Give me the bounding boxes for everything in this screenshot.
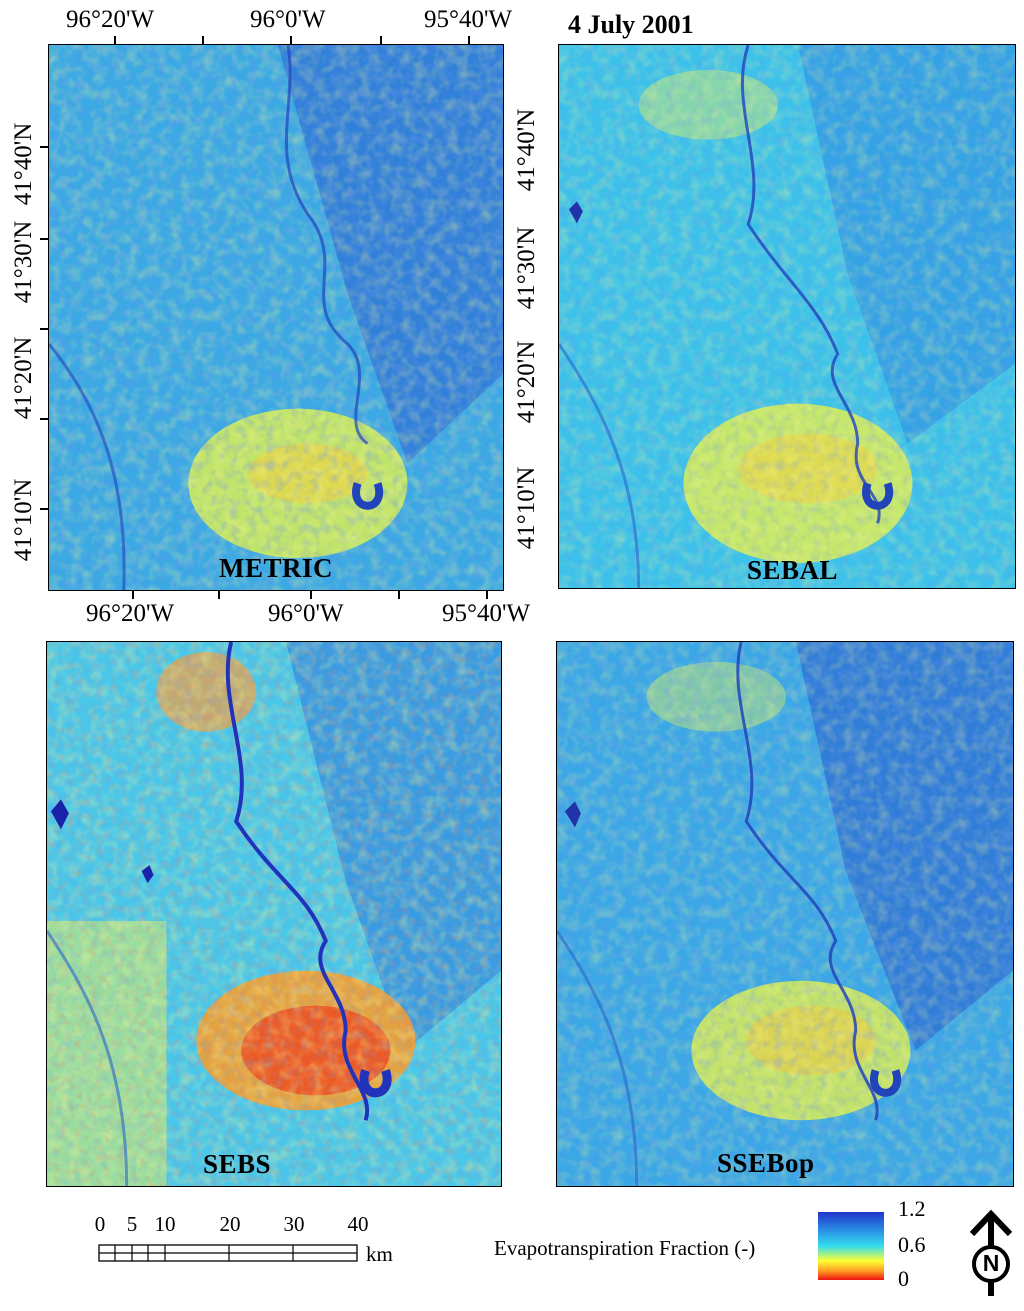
tick-left-2	[40, 238, 48, 240]
tick-top-4	[380, 36, 382, 44]
tick-bottom-4	[398, 591, 400, 599]
scale-label-40: 40	[347, 1212, 369, 1236]
map-panel-metric: METRIC	[48, 44, 504, 591]
panel-label-sebs: SEBS	[203, 1149, 272, 1179]
north-arrow-label: N	[982, 1250, 1000, 1276]
lat-left-4: 41°10'N	[10, 478, 37, 562]
lon-bottom-1: 96°20'W	[86, 600, 175, 627]
tick-bottom-2	[218, 591, 220, 599]
metric-raster	[49, 45, 503, 590]
tick-left-1	[40, 146, 48, 148]
lon-bottom-2: 96°0'W	[268, 600, 344, 627]
scale-label-0: 0	[94, 1212, 106, 1236]
lat-left-2: 41°30'N	[10, 220, 37, 304]
panel-label-metric: METRIC	[219, 553, 334, 583]
tick-left-5	[40, 508, 48, 510]
lat-right-1: 41°40'N	[513, 108, 540, 192]
tick-top-3	[290, 36, 292, 44]
legend-color-ramp	[818, 1212, 884, 1280]
tick-bottom-1	[132, 591, 134, 599]
lon-top-2: 96°0'W	[250, 6, 326, 33]
scale-label-5: 5	[126, 1212, 138, 1236]
tick-bottom-5	[486, 591, 488, 599]
lat-right-2: 41°30'N	[513, 226, 540, 310]
figure-date-title: 4 July 2001	[568, 10, 694, 39]
scale-label-20: 20	[219, 1212, 241, 1236]
sebal-raster	[559, 45, 1015, 588]
legend-mid: 0.6	[898, 1232, 926, 1257]
scale-label-30: 30	[283, 1212, 305, 1236]
map-panel-ssebop: SSEBop	[556, 641, 1014, 1187]
lat-right-3: 41°20'N	[513, 340, 540, 424]
map-panel-sebal: SEBAL	[558, 44, 1016, 589]
panel-label-sebal: SEBAL	[747, 555, 839, 585]
lon-top-1: 96°20'W	[66, 6, 155, 33]
tick-left-3	[40, 328, 48, 330]
map-panel-sebs: SEBS	[46, 641, 502, 1187]
lon-bottom-3: 95°40'W	[442, 600, 531, 627]
tick-top-5	[468, 36, 470, 44]
lat-left-1: 41°40'N	[10, 122, 37, 206]
tick-bottom-3	[310, 591, 312, 599]
legend-min: 0	[898, 1266, 909, 1291]
north-arrow-icon	[969, 1209, 1013, 1296]
lat-left-3: 41°20'N	[10, 336, 37, 420]
sebs-raster	[47, 642, 501, 1186]
lat-right-4: 41°10'N	[513, 466, 540, 550]
scale-unit: km	[366, 1242, 393, 1266]
tick-top-2	[202, 36, 204, 44]
scale-bar: 0 5 10 20 30 40 km	[90, 1212, 410, 1272]
legend-max: 1.2	[898, 1196, 926, 1221]
panel-label-ssebop: SSEBop	[717, 1148, 815, 1178]
ssebop-raster	[557, 642, 1013, 1186]
tick-left-4	[40, 418, 48, 420]
scale-label-10: 10	[154, 1212, 176, 1236]
legend-title: Evapotranspiration Fraction (-)	[494, 1236, 756, 1260]
scale-bar-graphic	[98, 1244, 358, 1262]
tick-top-1	[114, 36, 116, 44]
lon-top-3: 95°40'W	[424, 6, 513, 33]
